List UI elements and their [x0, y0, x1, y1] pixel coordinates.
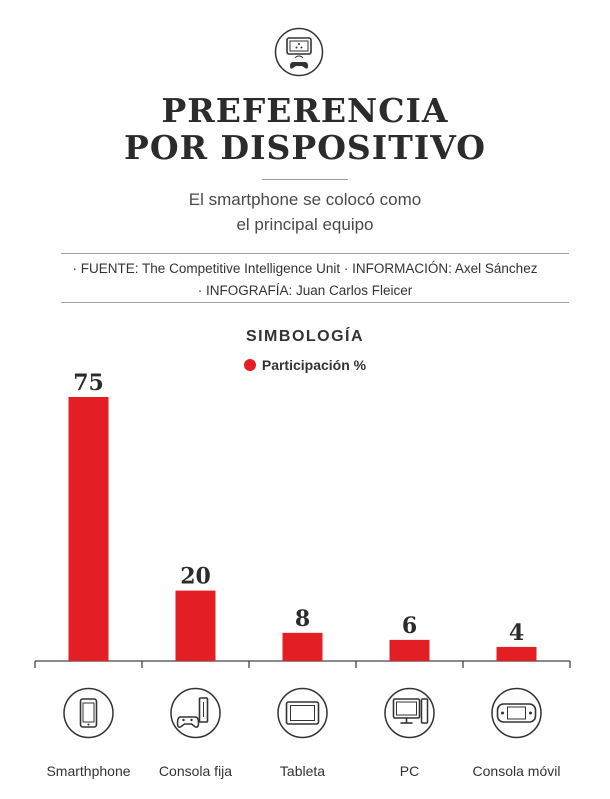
category-label: Smarthphone — [46, 763, 130, 779]
data-label: 6 — [402, 613, 417, 639]
handheld-console-icon — [491, 687, 542, 739]
pc-icon — [384, 687, 435, 739]
credits-line-1: · FUENTE: The Competitive Intelligence U… — [72, 261, 538, 276]
title-divider — [262, 179, 348, 180]
legend-title: SIMBOLOGÍA — [245, 328, 365, 345]
category-label: Consola móvil — [473, 763, 561, 779]
subtitle-line-1: El smartphone se colocó como — [188, 190, 422, 209]
category-label: PC — [400, 763, 419, 779]
credits-line-2: · INFOGRAFÍA: Juan Carlos Fleicer — [197, 283, 413, 298]
credits-bottom-divider — [61, 302, 569, 303]
credits-top-divider — [61, 253, 569, 254]
smartphone-icon — [63, 687, 114, 739]
legend-swatch — [243, 359, 256, 371]
data-label: 4 — [509, 620, 524, 646]
category-label: Tableta — [280, 763, 325, 779]
data-label: 8 — [295, 606, 310, 632]
bar-4 — [389, 639, 430, 661]
subtitle: El smartphone se colocó como el principa… — [0, 187, 610, 237]
page-title: PREFERENCIA POR DISPOSITIVO — [0, 92, 610, 166]
data-label: 20 — [180, 564, 211, 590]
bar-5 — [496, 646, 537, 661]
category-label: Consola fija — [159, 763, 232, 779]
data-label: 75 — [73, 370, 104, 396]
bar-1 — [68, 397, 109, 661]
title-line-1: PREFERENCIA — [161, 91, 449, 130]
console-icon — [170, 687, 221, 739]
legend: Participación % — [0, 357, 610, 373]
bar-3 — [282, 632, 323, 661]
game-console-icon — [274, 27, 324, 77]
bar-2 — [175, 590, 216, 661]
legend-label: Participación % — [261, 357, 367, 373]
tablet-icon — [277, 687, 328, 739]
subtitle-line-2: el principal equipo — [236, 215, 374, 234]
credits: · FUENTE: The Competitive Intelligence U… — [0, 258, 610, 302]
title-line-2: POR DISPOSITIVO — [124, 128, 486, 167]
